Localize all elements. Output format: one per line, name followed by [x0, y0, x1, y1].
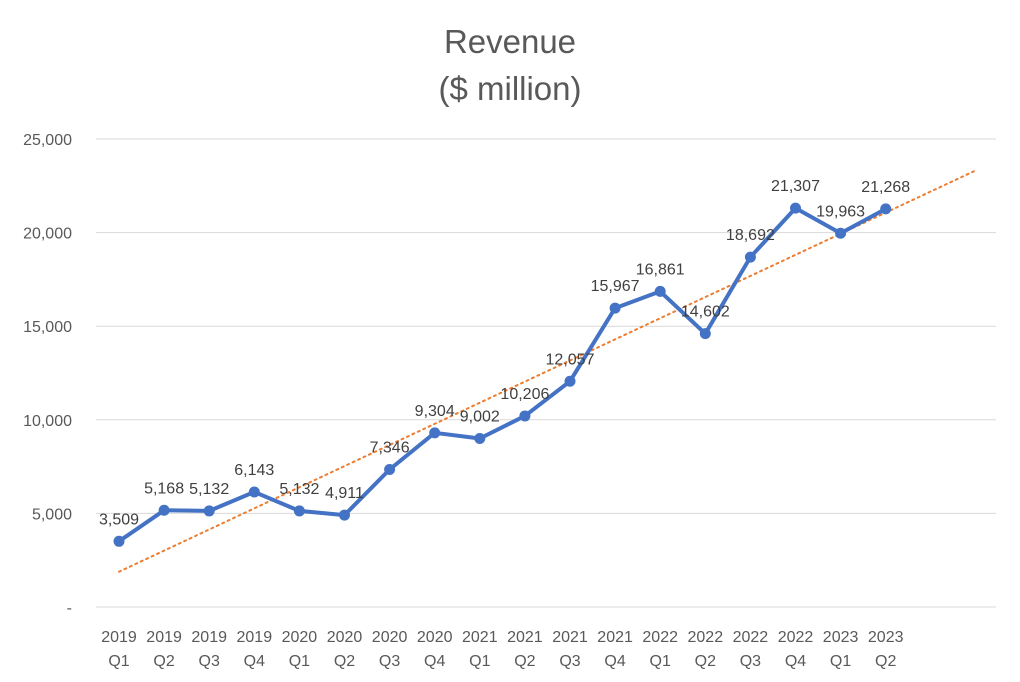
x-tick-label-year: 2023: [823, 629, 859, 646]
data-label: 9,002: [460, 408, 500, 425]
x-tick-label-quarter: Q2: [153, 653, 174, 670]
data-label: 3,509: [99, 511, 139, 528]
x-tick-label-quarter: Q1: [830, 653, 851, 670]
data-point: [609, 302, 621, 314]
chart-title: Revenue ($ million): [0, 18, 1020, 112]
x-tick-label-quarter: Q1: [289, 653, 310, 670]
x-tick-label-quarter: Q2: [695, 653, 716, 670]
x-tick-label-year: 2022: [778, 629, 814, 646]
data-point: [564, 375, 576, 387]
x-tick-label-year: 2019: [237, 629, 273, 646]
x-tick-label-year: 2023: [868, 629, 904, 646]
data-point: [203, 505, 215, 517]
data-point: [744, 251, 756, 263]
data-point: [293, 505, 305, 517]
data-label: 21,307: [771, 178, 820, 195]
x-tick-label-quarter: Q3: [199, 653, 220, 670]
data-label: 19,963: [816, 203, 865, 220]
x-tick-label-year: 2020: [417, 629, 453, 646]
x-tick-label-quarter: Q2: [514, 653, 535, 670]
data-label: 5,168: [144, 480, 184, 497]
x-tick-label-quarter: Q4: [244, 653, 265, 670]
data-label: 9,304: [415, 403, 455, 420]
x-tick-label-quarter: Q3: [740, 653, 761, 670]
data-label: 21,268: [861, 179, 910, 196]
x-tick-label-quarter: Q4: [604, 653, 625, 670]
data-point: [790, 202, 801, 214]
x-tick-label-year: 2021: [462, 629, 498, 646]
x-tick-label-year: 2019: [191, 629, 227, 646]
y-tick-label: 15,000: [23, 319, 72, 336]
data-label: 12,057: [546, 351, 595, 368]
x-tick-label-quarter: Q4: [785, 653, 806, 670]
x-tick-label-year: 2021: [552, 629, 588, 646]
x-tick-label-year: 2022: [733, 629, 769, 646]
data-label: 16,861: [636, 261, 685, 278]
data-label: 7,346: [370, 439, 410, 456]
x-tick-label-year: 2020: [282, 629, 318, 646]
y-tick-label: 25,000: [23, 132, 72, 149]
data-label: 10,206: [500, 386, 549, 403]
y-tick-label: -: [67, 600, 72, 617]
data-label: 6,143: [234, 462, 274, 479]
y-tick-label: 20,000: [23, 226, 72, 243]
trendline: [118, 169, 977, 573]
x-tick-label-quarter: Q2: [334, 653, 355, 670]
data-point: [835, 227, 847, 239]
x-tick-label-quarter: Q4: [424, 653, 445, 670]
x-tick-label-quarter: Q1: [469, 653, 490, 670]
x-tick-label-year: 2022: [642, 629, 678, 646]
data-label: 18,692: [726, 227, 775, 244]
chart-title-main: Revenue: [443, 23, 577, 60]
x-tick-label-year: 2021: [507, 629, 543, 646]
data-point: [339, 509, 350, 521]
x-tick-label-year: 2021: [597, 629, 633, 646]
data-point: [519, 410, 531, 422]
data-label: 5,132: [189, 481, 229, 498]
data-label: 4,911: [325, 485, 364, 502]
x-tick-label-year: 2019: [146, 629, 182, 646]
data-point: [429, 427, 441, 439]
x-tick-label-quarter: Q2: [875, 653, 896, 670]
x-tick-label-year: 2019: [101, 629, 137, 646]
x-tick-label-year: 2020: [327, 629, 363, 646]
data-point: [654, 285, 666, 297]
y-tick-label: 5,000: [32, 506, 72, 523]
x-tick-label-year: 2020: [372, 629, 408, 646]
data-point: [248, 486, 260, 498]
data-label: 14,602: [681, 304, 730, 321]
data-label: 5,132: [279, 481, 319, 498]
y-tick-label: 10,000: [23, 413, 72, 430]
data-point: [158, 504, 170, 516]
x-tick-label-quarter: Q1: [108, 653, 129, 670]
series-line: [117, 206, 888, 544]
data-point: [113, 535, 125, 547]
x-tick-label-year: 2022: [688, 629, 724, 646]
x-tick-label-quarter: Q3: [559, 653, 580, 670]
x-tick-label-quarter: Q3: [379, 653, 400, 670]
chart-subtitle: ($ million): [438, 70, 582, 107]
data-point: [384, 463, 396, 475]
data-point: [474, 432, 486, 444]
data-label: 15,967: [591, 278, 640, 295]
data-point: [880, 203, 892, 215]
x-tick-label-quarter: Q1: [650, 653, 671, 670]
data-point: [699, 328, 711, 340]
